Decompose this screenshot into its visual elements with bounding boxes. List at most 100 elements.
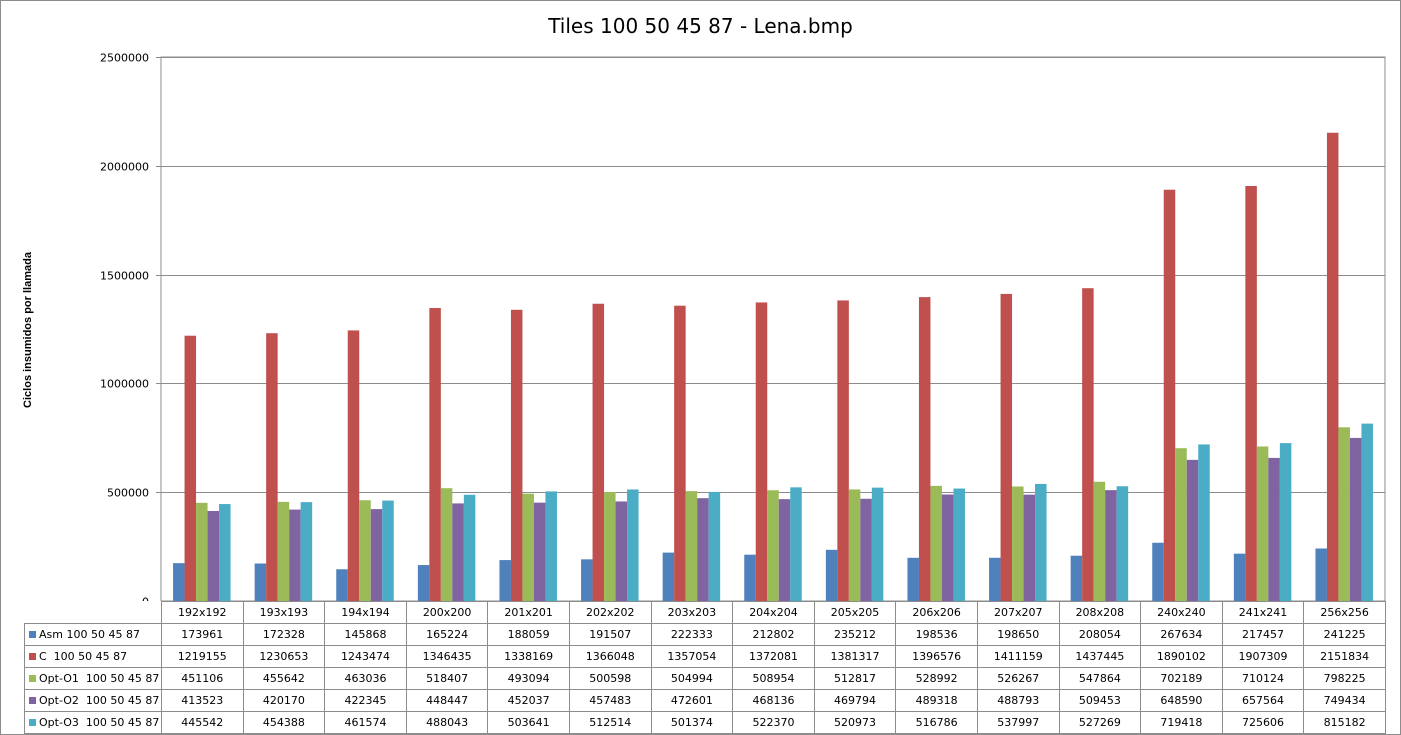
data-label: 448447 (405, 689, 489, 712)
bar (440, 488, 453, 601)
table-corner (24, 601, 162, 624)
bar (173, 563, 185, 601)
x-tick-label: 194x194 (324, 601, 407, 624)
x-tick-label: 207x207 (976, 601, 1060, 624)
bar (463, 494, 476, 601)
bar (627, 489, 639, 601)
x-tick-label: 200x200 (405, 601, 489, 624)
data-label: 520973 (813, 711, 897, 734)
legend-label: Opt-O3 100 50 45 87 (39, 716, 160, 729)
bar (522, 493, 534, 601)
data-label: 725606 (1221, 711, 1305, 734)
data-label: 145868 (324, 623, 407, 646)
data-label: 1346435 (405, 645, 489, 668)
data-label: 1437445 (1058, 645, 1142, 668)
data-label: 815182 (1303, 711, 1386, 734)
data-label: 472601 (650, 689, 734, 712)
data-label: 501374 (650, 711, 734, 734)
legend-key (29, 718, 36, 726)
data-label: 1381317 (813, 645, 897, 668)
x-tick-label: 203x203 (650, 601, 734, 624)
x-tick-label: 202x202 (568, 601, 652, 624)
bar (370, 509, 383, 601)
data-label: 512817 (813, 667, 897, 690)
data-label: 648590 (1140, 689, 1223, 712)
x-tick-label: 256x256 (1303, 601, 1386, 624)
bar (300, 502, 313, 601)
bar (533, 502, 546, 601)
data-label: 798225 (1303, 667, 1386, 690)
bar (1175, 448, 1187, 601)
data-label: 526267 (976, 667, 1060, 690)
data-label: 188059 (487, 623, 570, 646)
x-tick-label: 241x241 (1221, 601, 1305, 624)
data-label: 1372081 (732, 645, 815, 668)
legend-key (29, 652, 36, 660)
bar (1256, 446, 1269, 601)
legend-label: Opt-O2 100 50 45 87 (39, 694, 160, 707)
data-label: 527269 (1058, 711, 1142, 734)
data-label: 518407 (405, 667, 489, 690)
data-label: 1230653 (242, 645, 326, 668)
data-label: 452037 (487, 689, 570, 712)
legend-entry: Asm 100 50 45 87 (24, 623, 162, 646)
data-label: 522370 (732, 711, 815, 734)
data-label: 719418 (1140, 711, 1223, 734)
data-label: 1338169 (487, 645, 570, 668)
y-tick-label: 2500000 (100, 52, 149, 65)
bar (1116, 486, 1129, 601)
bar (219, 504, 231, 601)
data-label: 504994 (650, 667, 734, 690)
bar (941, 494, 954, 601)
data-table: 192x192 193x193 194x194 200x200 201x201 202x2… (24, 601, 1386, 734)
x-tick-label: 192x192 (161, 601, 244, 624)
bar (1105, 490, 1117, 601)
bar (207, 511, 220, 601)
bar (581, 559, 593, 601)
bar (662, 552, 675, 601)
data-label: 463036 (324, 667, 407, 690)
bar (1268, 457, 1280, 601)
bar (336, 569, 348, 601)
bar (708, 491, 721, 601)
data-label: 1907309 (1221, 645, 1305, 668)
bar (1070, 555, 1083, 601)
bar (417, 565, 430, 601)
x-tick-label: 208x208 (1058, 601, 1142, 624)
data-label: 191507 (568, 623, 652, 646)
legend-entry: Opt-O2 100 50 45 87 (24, 689, 162, 712)
bar (1000, 293, 1013, 601)
data-label: 1411159 (976, 645, 1060, 668)
bar (1163, 189, 1176, 601)
bar (1326, 132, 1339, 601)
legend-entry: C 100 50 45 87 (24, 645, 162, 668)
bar (510, 309, 523, 601)
bar (1023, 494, 1036, 601)
x-tick-label: 204x204 (732, 601, 815, 624)
bar (382, 500, 394, 601)
data-label: 710124 (1221, 667, 1305, 690)
bar (778, 499, 791, 601)
bar (1035, 483, 1047, 601)
data-label: 198650 (976, 623, 1060, 646)
data-label: 173961 (161, 623, 244, 646)
bar (1198, 444, 1210, 601)
bar (452, 503, 464, 601)
bar-chart: 0 500000 1000000 1500000 2000000 2500000 (100, 52, 1386, 601)
bar (604, 492, 616, 601)
table-row: C 100 50 45 87 1219155 1230653 1243474 13464… (24, 645, 1386, 668)
data-label: 1396576 (895, 645, 978, 668)
bar (685, 491, 698, 601)
legend-key (29, 630, 36, 638)
data-label: 493094 (487, 667, 570, 690)
y-tick-label: 1500000 (100, 270, 149, 283)
bar (907, 557, 919, 601)
bar (196, 502, 208, 601)
bar (930, 485, 942, 601)
bar (615, 501, 628, 601)
data-label: 488043 (405, 711, 489, 734)
bar (1186, 459, 1199, 601)
data-label: 468136 (732, 689, 815, 712)
data-label: 503641 (487, 711, 570, 734)
bar (184, 335, 197, 601)
